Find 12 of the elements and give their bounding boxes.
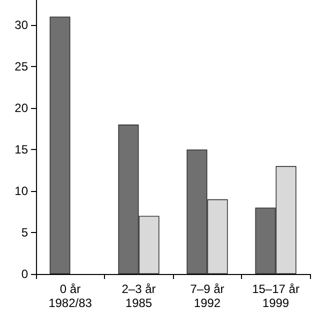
bar [50, 16, 70, 274]
y-tick-label: 25 [14, 59, 28, 74]
x-tick-label: 2–3 år 1985 [122, 282, 156, 310]
y-tick-label: 15 [14, 142, 28, 156]
y-tick-label: 20 [14, 100, 28, 115]
y-tick-label: 0 [21, 267, 28, 281]
y-tick-label: 5 [21, 225, 28, 240]
y-tick-label: 10 [14, 184, 28, 198]
y-tick-label: 30 [14, 18, 28, 32]
x-tick-label: 15–17 år 1999 [252, 282, 300, 310]
x-tick-label: 0 år 1982/83 [48, 282, 92, 310]
x-tick-label: 7–9 år 1992 [190, 282, 224, 310]
